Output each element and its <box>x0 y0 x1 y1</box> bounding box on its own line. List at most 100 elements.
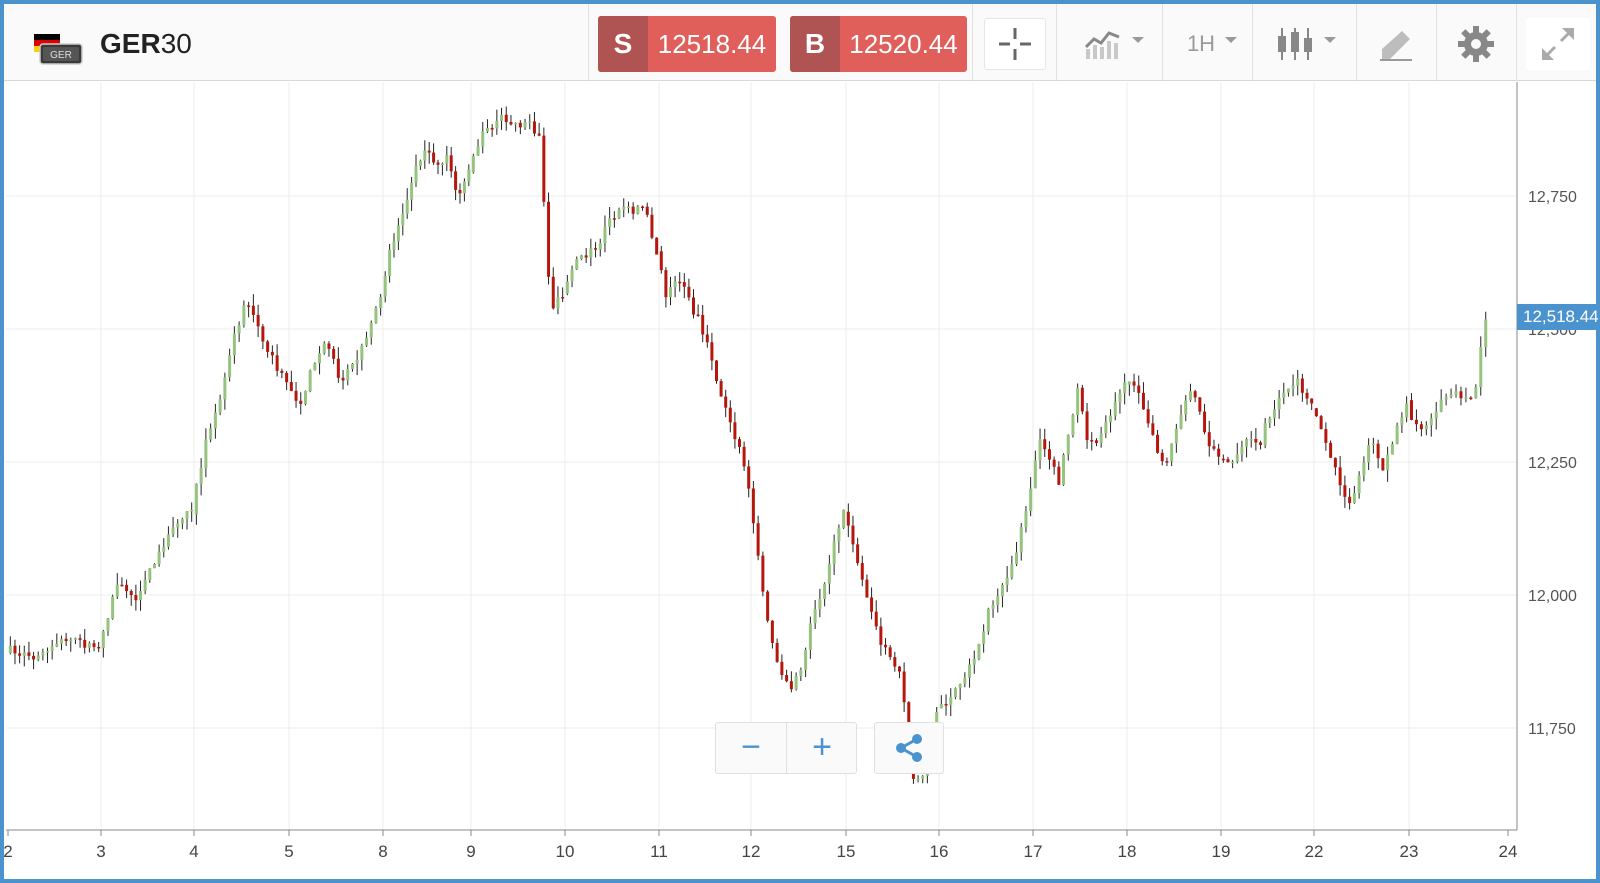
candle-body <box>285 372 289 383</box>
candle-body <box>467 169 471 182</box>
candle-body <box>1324 429 1328 443</box>
toolbar: GER GER30 S 12518.44 B 12520.44 1H <box>4 4 1596 81</box>
sell-button[interactable]: S 12518.44 <box>598 16 776 72</box>
zoom-in-button[interactable]: + <box>812 728 832 766</box>
candle-body <box>485 128 489 132</box>
candle-body <box>92 643 96 647</box>
fullscreen-icon <box>1542 28 1574 60</box>
x-tick-label: 8 <box>378 842 387 861</box>
candle-body <box>440 163 444 166</box>
candle-body <box>1062 454 1066 485</box>
candle-body <box>1459 391 1463 399</box>
candle-body <box>299 400 303 404</box>
candle-body <box>256 314 260 327</box>
indicators-button[interactable] <box>1074 18 1154 70</box>
candle-body <box>612 218 616 220</box>
candle-body <box>148 568 152 580</box>
candle-body <box>106 618 110 632</box>
candle-body <box>355 359 359 364</box>
candle-body <box>1282 392 1286 398</box>
timeframe-selector[interactable]: 1H <box>1172 18 1252 70</box>
candle-body <box>64 638 68 642</box>
candle-body <box>1454 391 1458 395</box>
candle-body <box>1174 428 1178 444</box>
candle-body <box>87 643 91 648</box>
candle-body <box>870 597 874 612</box>
candle-body <box>1066 435 1070 455</box>
candle-body <box>584 255 588 258</box>
candle-body <box>332 348 336 359</box>
settings-button[interactable] <box>1446 18 1506 70</box>
candle-body <box>818 599 822 610</box>
candle-body <box>1286 388 1290 393</box>
candle-body <box>1076 387 1080 416</box>
candle-body <box>55 643 59 647</box>
candle-body <box>125 584 129 592</box>
candle-body <box>551 276 555 309</box>
candle-body <box>13 645 17 654</box>
candle-body <box>631 206 635 214</box>
candle-body <box>692 297 695 315</box>
buy-button[interactable]: B 12520.44 <box>790 16 967 72</box>
candle-body <box>1338 467 1342 486</box>
fullscreen-button[interactable] <box>1526 18 1590 70</box>
candle-body <box>1141 392 1145 410</box>
candle-body <box>1405 403 1409 418</box>
candle-body <box>1047 449 1051 460</box>
candle-body <box>827 563 831 584</box>
x-tick-label: 4 <box>189 842 198 861</box>
candle-body <box>471 155 475 173</box>
candle-body <box>678 281 682 284</box>
candle-body <box>1263 423 1267 445</box>
candle-body <box>1240 446 1244 455</box>
candle-body <box>1314 408 1318 417</box>
divider <box>1056 4 1057 81</box>
candle-body <box>1104 422 1108 434</box>
candle-body <box>1254 439 1258 443</box>
candle-body <box>1207 432 1211 447</box>
candle-body <box>143 579 147 591</box>
candle-body <box>247 305 251 307</box>
candle-body <box>1444 396 1448 400</box>
flag-label: GER <box>50 50 72 61</box>
candle-body <box>73 638 77 640</box>
candle-body <box>50 646 54 651</box>
candle-body <box>379 297 383 309</box>
candle-body <box>1291 385 1295 389</box>
candle-body <box>190 509 194 512</box>
candle-body <box>813 609 817 624</box>
candle-body <box>350 363 354 369</box>
candle-body <box>1184 400 1188 415</box>
candle-body <box>1015 552 1019 565</box>
candle-body <box>659 251 663 271</box>
zoom-out-button[interactable]: − <box>741 728 761 766</box>
candle-body <box>1371 443 1375 446</box>
candle-body <box>747 466 751 489</box>
candle-body <box>1118 393 1122 403</box>
draw-button[interactable] <box>1366 18 1426 70</box>
candle-body <box>710 342 714 361</box>
candle-body <box>1090 440 1094 442</box>
candle-body <box>139 590 143 601</box>
candle-body <box>462 181 466 194</box>
candle-body <box>414 165 418 183</box>
crosshair-icon <box>999 28 1031 60</box>
candle-body <box>18 653 22 656</box>
candle-body <box>874 611 878 627</box>
candle-body <box>1094 440 1098 443</box>
candle-body <box>939 704 943 709</box>
y-tick-label: 11,750 <box>1528 721 1576 738</box>
crosshair-button[interactable] <box>984 18 1046 70</box>
candle-body <box>266 341 270 352</box>
candle-body <box>523 121 527 128</box>
candle-body <box>129 591 133 596</box>
candle-body <box>1357 475 1361 494</box>
candle-body <box>1019 527 1023 553</box>
chart-type-button[interactable] <box>1266 18 1346 70</box>
share-button[interactable] <box>874 722 944 774</box>
candle-body <box>603 226 607 244</box>
candle-body <box>598 243 602 250</box>
candle-body <box>185 511 189 519</box>
candle-body <box>518 122 522 128</box>
